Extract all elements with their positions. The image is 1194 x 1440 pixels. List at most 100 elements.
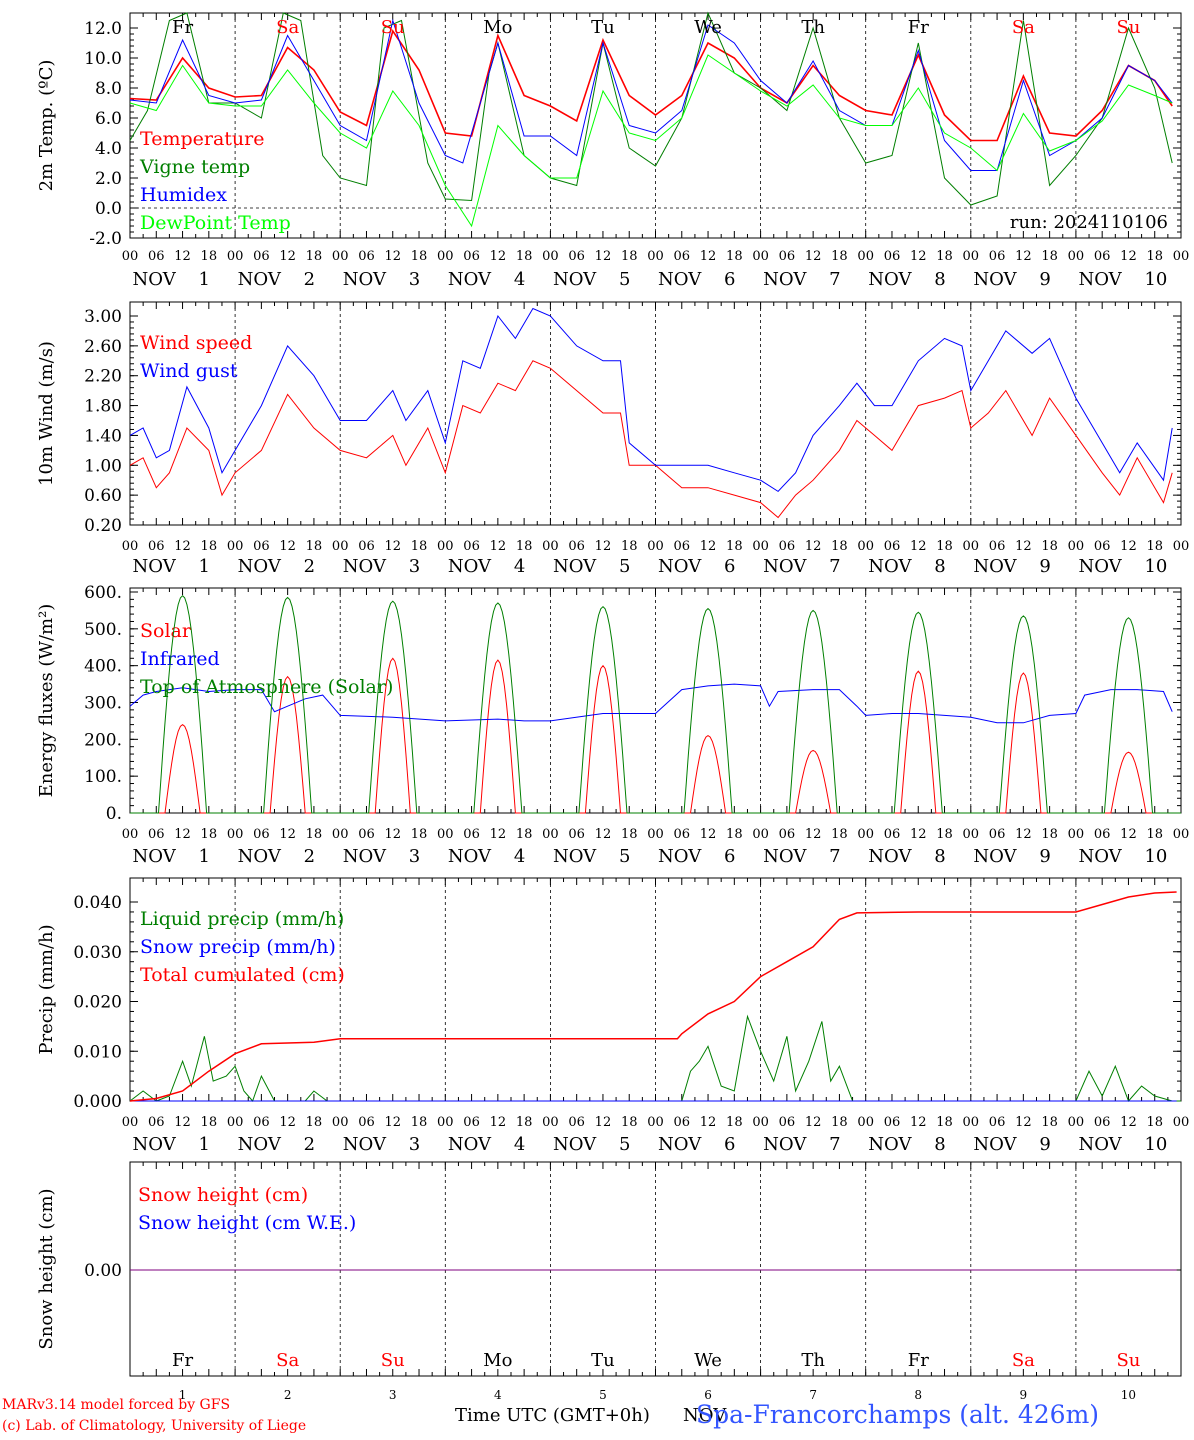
y-axis-label: Precip (mm/h) xyxy=(36,924,57,1054)
legend-entry: DewPoint Temp xyxy=(140,212,291,234)
hour-label: 18 xyxy=(201,827,218,842)
hour-label: 06 xyxy=(358,827,375,842)
plot-frame-3 xyxy=(129,587,1182,814)
hour-label: 18 xyxy=(831,539,848,554)
day-number: 5 xyxy=(619,556,630,577)
weekday-label-top: Sa xyxy=(1012,17,1035,38)
hour-label: 00 xyxy=(647,827,664,842)
day-number: 3 xyxy=(409,846,420,867)
hour-label: 00 xyxy=(122,249,139,264)
hour-label: 06 xyxy=(989,1115,1006,1130)
weekday-label-bottom: Sa xyxy=(276,1350,299,1371)
hour-label: 18 xyxy=(936,249,953,264)
month-label: NOV xyxy=(133,1134,177,1155)
weekday-label-bottom: Su xyxy=(1116,1350,1140,1371)
month-label: NOV xyxy=(868,269,912,290)
hour-label: 18 xyxy=(831,1115,848,1130)
month-label: NOV xyxy=(868,846,912,867)
hour-label: 12 xyxy=(279,827,296,842)
hour-label: 06 xyxy=(568,249,585,264)
hour-label: 12 xyxy=(700,827,717,842)
y-axis-label: 2m Temp. (ºC) xyxy=(36,60,57,192)
day-number: 10 xyxy=(1144,556,1167,577)
day-number: 1 xyxy=(199,556,210,577)
weekday-label-bottom: We xyxy=(694,1350,722,1371)
run-label: run: 2024110106 xyxy=(1010,212,1168,233)
y-tick-label: 6.0 xyxy=(95,109,122,129)
month-label: NOV xyxy=(658,1134,702,1155)
hour-label: 06 xyxy=(463,539,480,554)
hour-label: 12 xyxy=(384,827,401,842)
hour-label: 18 xyxy=(306,249,323,264)
y-tick-label: 3.00 xyxy=(84,307,122,327)
hour-label: 18 xyxy=(621,1115,638,1130)
hour-label: 00 xyxy=(227,539,244,554)
month-label: NOV xyxy=(763,269,807,290)
y-tick-label: 0.20 xyxy=(84,516,122,536)
hour-label: 00 xyxy=(1068,539,1085,554)
series-line-humidex xyxy=(129,18,1173,171)
y-tick-label: 0.030 xyxy=(73,943,122,963)
hour-label: 18 xyxy=(1041,827,1058,842)
hour-label: 00 xyxy=(1068,1115,1085,1130)
month-label: NOV xyxy=(553,1134,597,1155)
hour-label: 06 xyxy=(568,1115,585,1130)
month-label: NOV xyxy=(448,269,492,290)
hour-label: 18 xyxy=(411,827,428,842)
y-tick-label: 500. xyxy=(84,620,122,640)
y-tick-label: 0.000 xyxy=(73,1092,122,1112)
hour-label: 06 xyxy=(884,827,901,842)
day-number: 1 xyxy=(199,269,210,290)
hour-label: 06 xyxy=(989,249,1006,264)
day-number: 4 xyxy=(514,556,525,577)
hour-label: 00 xyxy=(857,249,874,264)
series-line-top-of-atmosphere-solar- xyxy=(130,594,1181,814)
legend-entry: Wind gust xyxy=(140,360,238,382)
hour-label: 00 xyxy=(647,1115,664,1130)
series-line-wind-speed xyxy=(129,360,1173,519)
hour-label: 12 xyxy=(805,1115,822,1130)
y-tick-label: 0.020 xyxy=(73,993,122,1013)
day-number: 8 xyxy=(934,1134,945,1155)
y-tick-label: 2.20 xyxy=(84,367,122,387)
y-tick-label: 10.0 xyxy=(84,49,122,69)
hour-label: 00 xyxy=(122,539,139,554)
hour-label: 00 xyxy=(122,827,139,842)
day-number-bottom: 4 xyxy=(494,1388,502,1402)
lab-credit: (c) Lab. of Climatology, University of L… xyxy=(2,1418,307,1434)
hour-label: 12 xyxy=(490,1115,507,1130)
hour-label: 12 xyxy=(1015,827,1032,842)
hour-label: 00 xyxy=(1173,1115,1190,1130)
hour-label: 00 xyxy=(122,1115,139,1130)
hour-label: 12 xyxy=(384,249,401,264)
series-line-liquid-precip-mm-h- xyxy=(129,1014,1181,1102)
month-label: NOV xyxy=(133,846,177,867)
y-tick-label: 1.00 xyxy=(84,456,122,476)
time-axis-month: NOV xyxy=(683,1405,727,1426)
hour-label: 18 xyxy=(306,539,323,554)
hour-label: 12 xyxy=(174,1115,191,1130)
hour-label: 00 xyxy=(963,1115,980,1130)
hour-label: 06 xyxy=(989,827,1006,842)
hour-label: 18 xyxy=(621,539,638,554)
y-tick-label: -2.0 xyxy=(89,229,122,249)
hour-label: 18 xyxy=(1041,1115,1058,1130)
day-number-bottom: 5 xyxy=(599,1388,607,1402)
hour-label: 00 xyxy=(542,1115,559,1130)
legend-entry: Snow height (cm) xyxy=(138,1184,308,1206)
hour-label: 00 xyxy=(332,539,349,554)
legend-entry: Humidex xyxy=(140,184,227,206)
hour-label: 12 xyxy=(700,249,717,264)
day-number: 1 xyxy=(199,1134,210,1155)
y-tick-label: 200. xyxy=(84,730,122,750)
hour-label: 06 xyxy=(253,827,270,842)
month-label: NOV xyxy=(448,556,492,577)
hour-label: 00 xyxy=(752,539,769,554)
hour-label: 00 xyxy=(1173,539,1190,554)
series-line-dewpoint-temp xyxy=(129,54,1173,228)
hour-label: 06 xyxy=(253,539,270,554)
y-axis-label: Energy fluxes (W/m²) xyxy=(36,604,57,798)
hour-label: 06 xyxy=(1094,539,1111,554)
y-tick-label: 0. xyxy=(106,804,122,824)
